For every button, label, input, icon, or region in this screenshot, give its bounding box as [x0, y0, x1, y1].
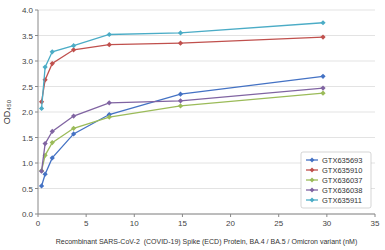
- grid-line: [38, 214, 375, 215]
- grid-line: [38, 112, 375, 113]
- grid-line: [38, 10, 375, 11]
- point: [178, 103, 183, 108]
- plot-data: [39, 20, 326, 188]
- series: [39, 34, 326, 104]
- legend-label: GTX635911: [322, 196, 362, 205]
- point: [320, 20, 325, 25]
- legend: GTX635693GTX635910GTX636037GTX636038GTX6…: [301, 152, 371, 208]
- legend-label: GTX636038: [322, 186, 362, 195]
- x-tick-label: 25: [274, 219, 283, 228]
- series-line: [42, 88, 323, 171]
- point: [320, 85, 325, 90]
- legend-marker: [310, 188, 315, 193]
- series-line: [42, 23, 323, 109]
- grid-line: [38, 61, 375, 62]
- y-tick-label: 3.0: [22, 57, 34, 66]
- point: [50, 61, 55, 66]
- legend-marker: [310, 158, 315, 163]
- series: [39, 20, 326, 111]
- point: [50, 129, 55, 134]
- y-axis-label: OD₄₅₀: [2, 99, 12, 124]
- point: [178, 92, 183, 97]
- x-axis: 0 5 10 15 20 25 30 35: [36, 214, 380, 228]
- point: [178, 98, 183, 103]
- point: [320, 91, 325, 96]
- point: [71, 43, 76, 48]
- point: [71, 126, 76, 131]
- point: [50, 155, 55, 160]
- point: [107, 115, 112, 120]
- point: [107, 32, 112, 37]
- point: [39, 106, 44, 111]
- point: [43, 172, 48, 177]
- y-tick-label: 4.0: [22, 6, 34, 15]
- point: [39, 169, 44, 174]
- y-tick-label: 1.0: [22, 159, 34, 168]
- y-tick-label: 2.5: [22, 83, 34, 92]
- x-axis-label: Recombinant SARS-CoV-2 (COVID-19) Spike …: [56, 238, 358, 246]
- point: [43, 65, 48, 70]
- series-line: [42, 93, 323, 171]
- chart: 0.0 0.5 1.0 1.5 2.0 2.5 3.0 3.5 4.0 0 5 10 15 20 25 30 3…: [0, 0, 385, 250]
- point: [320, 74, 325, 79]
- series: [39, 74, 326, 189]
- x-tick-label: 10: [130, 219, 139, 228]
- series-line: [42, 76, 323, 186]
- grid-line: [38, 35, 375, 36]
- point: [71, 113, 76, 118]
- legend-label: GTX635910: [322, 166, 362, 175]
- y-tick-label: 1.5: [22, 134, 34, 143]
- x-tick-label: 0: [36, 219, 41, 228]
- point: [320, 34, 325, 39]
- point: [39, 168, 44, 173]
- point: [71, 131, 76, 136]
- x-tick-label: 35: [371, 219, 380, 228]
- point: [178, 30, 183, 35]
- grid-line: [38, 86, 375, 87]
- legend-label: GTX636037: [322, 176, 362, 185]
- legend-label: GTX635693: [322, 156, 362, 165]
- legend-box: [301, 152, 371, 208]
- x-tick-label: 30: [322, 219, 331, 228]
- point: [50, 140, 55, 145]
- point: [107, 100, 112, 105]
- y-axis-line: [38, 10, 39, 214]
- y-tick-label: 3.5: [22, 32, 34, 41]
- point: [43, 141, 48, 146]
- series: [39, 91, 326, 174]
- x-tick-label: 5: [84, 219, 89, 228]
- legend-marker: [310, 168, 315, 173]
- x-axis-line: [38, 214, 375, 215]
- y-axis: 0.0 0.5 1.0 1.5 2.0 2.5 3.0 3.5 4.0: [22, 6, 375, 219]
- point: [107, 42, 112, 47]
- point: [178, 41, 183, 46]
- legend-marker: [310, 178, 315, 183]
- point: [39, 183, 44, 188]
- x-tick-label: 15: [178, 219, 187, 228]
- y-tick-label: 0.5: [22, 185, 34, 194]
- y-tick-label: 0.0: [22, 210, 34, 219]
- legend-marker: [310, 198, 315, 203]
- point: [50, 49, 55, 54]
- series: [39, 85, 326, 173]
- y-tick-label: 2.0: [22, 108, 34, 117]
- grid-line: [38, 137, 375, 138]
- x-tick-label: 20: [226, 219, 235, 228]
